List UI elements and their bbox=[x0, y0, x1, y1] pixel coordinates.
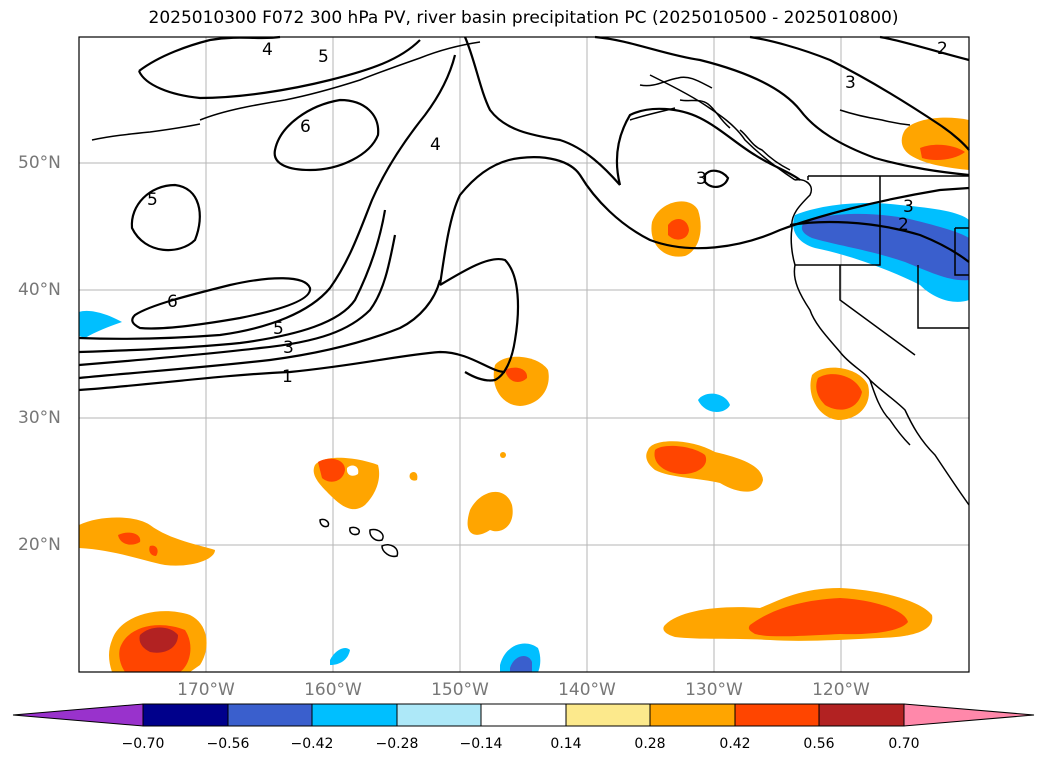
colorbar-tick: −0.14 bbox=[459, 736, 503, 752]
pv-label-6-north: 6 bbox=[300, 117, 311, 137]
colorbar-extend-low bbox=[12, 703, 144, 727]
pv-label-3-coast: 3 bbox=[903, 197, 914, 217]
precip-blob-20n bbox=[79, 517, 215, 566]
pv-label-5-west: 5 bbox=[147, 190, 158, 210]
pv-label-6-south: 6 bbox=[167, 292, 178, 312]
lat-label-40n: 40°N bbox=[18, 280, 61, 300]
lat-label-20n: 20°N bbox=[18, 535, 61, 555]
lat-label-30n: 30°N bbox=[18, 408, 61, 428]
lat-label-50n: 50°N bbox=[18, 153, 61, 173]
pv-label-2-ne: 2 bbox=[937, 39, 948, 59]
lon-label-150w: 150°W bbox=[431, 680, 489, 700]
pv-label-5-top: 5 bbox=[318, 47, 329, 67]
precip-blob-blue-31n bbox=[698, 393, 730, 412]
pv-label-4: 4 bbox=[430, 135, 441, 155]
pv-label-3-east: 3 bbox=[696, 169, 707, 189]
lon-label-160w: 160°W bbox=[304, 680, 362, 700]
pv-label-5: 5 bbox=[273, 319, 284, 339]
precip-blob-blue-west bbox=[79, 310, 122, 338]
colorbar-tick: −0.70 bbox=[121, 736, 165, 752]
precip-shading bbox=[79, 117, 969, 672]
colorbar-tick: −0.28 bbox=[375, 736, 419, 752]
map-title: 2025010300 F072 300 hPa PV, river basin … bbox=[148, 8, 899, 28]
lon-label-140w: 140°W bbox=[558, 680, 616, 700]
pv-label-4-top: 4 bbox=[262, 40, 273, 60]
map-frame bbox=[78, 36, 970, 673]
colorbar-tick: 0.42 bbox=[719, 736, 751, 752]
colorbar-tick: −0.56 bbox=[206, 736, 250, 752]
precip-blob-23n bbox=[467, 491, 513, 535]
colorbar-tick: 0.70 bbox=[888, 736, 920, 752]
colorbar-extend-high bbox=[903, 703, 1035, 727]
pv-contours bbox=[78, 35, 970, 392]
pv-label-3: 3 bbox=[283, 338, 294, 358]
lon-label-170w: 170°W bbox=[177, 680, 235, 700]
colorbar bbox=[12, 703, 1035, 727]
colorbar-tick: −0.42 bbox=[290, 736, 334, 752]
pv-label-3-ne: 3 bbox=[845, 73, 856, 93]
pv-label-1: 1 bbox=[282, 367, 293, 387]
pv-label-2: 2 bbox=[898, 215, 909, 235]
colorbar-tick: 0.14 bbox=[550, 736, 582, 752]
pv-contour-labels: 1 3 5 6 5 6 4 4 5 3 3 2 2 3 bbox=[147, 39, 948, 387]
lon-label-130w: 130°W bbox=[685, 680, 743, 700]
colorbar-tick: 0.28 bbox=[634, 736, 666, 752]
lon-label-120w: 120°W bbox=[812, 680, 870, 700]
colorbar-tick: 0.56 bbox=[803, 736, 835, 752]
